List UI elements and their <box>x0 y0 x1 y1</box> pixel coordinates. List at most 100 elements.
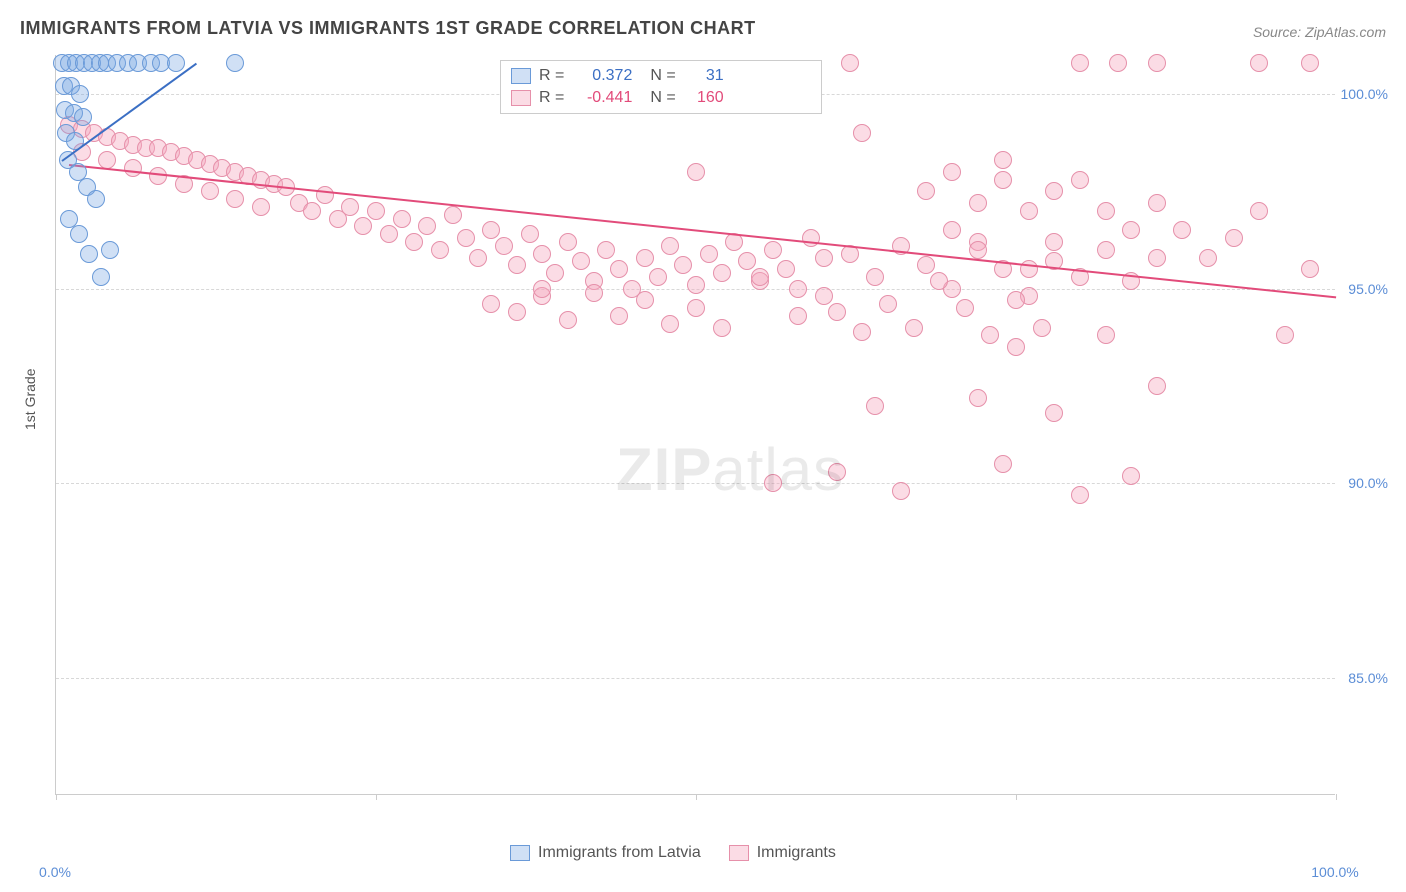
data-point <box>1276 326 1294 344</box>
data-point <box>700 245 718 263</box>
data-point <box>1045 182 1063 200</box>
data-point <box>354 217 372 235</box>
data-point <box>1225 229 1243 247</box>
data-point <box>124 159 142 177</box>
data-point <box>738 252 756 270</box>
data-point <box>508 303 526 321</box>
legend-label-latvia: Immigrants from Latvia <box>538 844 701 861</box>
data-point <box>969 389 987 407</box>
data-point <box>751 268 769 286</box>
xtick-mark <box>696 794 697 800</box>
data-point <box>777 260 795 278</box>
data-point <box>1007 291 1025 309</box>
data-point <box>226 54 244 72</box>
data-point <box>559 233 577 251</box>
data-point <box>226 190 244 208</box>
data-point <box>994 455 1012 473</box>
data-point <box>1071 171 1089 189</box>
legend-item-latvia: Immigrants from Latvia <box>510 844 701 862</box>
data-point <box>70 225 88 243</box>
data-point <box>405 233 423 251</box>
plot-area: ZIPatlas <box>55 55 1335 795</box>
data-point <box>956 299 974 317</box>
data-point <box>674 256 692 274</box>
data-point <box>1097 326 1115 344</box>
watermark: ZIPatlas <box>616 435 844 504</box>
data-point <box>393 210 411 228</box>
data-point <box>80 245 98 263</box>
data-point <box>444 206 462 224</box>
stat-n-value: 31 <box>684 67 724 85</box>
data-point <box>1301 260 1319 278</box>
data-point <box>1071 54 1089 72</box>
data-point <box>687 276 705 294</box>
data-point <box>201 182 219 200</box>
data-point <box>1097 202 1115 220</box>
data-point <box>1045 233 1063 251</box>
data-point <box>661 237 679 255</box>
data-point <box>1250 54 1268 72</box>
data-point <box>713 264 731 282</box>
data-point <box>1301 54 1319 72</box>
data-point <box>930 272 948 290</box>
data-point <box>303 202 321 220</box>
data-point <box>1097 241 1115 259</box>
data-point <box>1122 467 1140 485</box>
data-point <box>559 311 577 329</box>
xtick-mark <box>1016 794 1017 800</box>
data-point <box>1199 249 1217 267</box>
ytick-label: 100.0% <box>1341 86 1388 102</box>
data-point <box>1071 486 1089 504</box>
data-point <box>917 256 935 274</box>
data-point <box>879 295 897 313</box>
data-point <box>533 245 551 263</box>
data-point <box>101 241 119 259</box>
stat-r-label: R = <box>539 89 564 107</box>
data-point <box>546 264 564 282</box>
data-point <box>418 217 436 235</box>
data-point <box>1045 404 1063 422</box>
correlation-legend-row: R =0.372N =31 <box>501 65 821 87</box>
data-point <box>853 323 871 341</box>
data-point <box>92 268 110 286</box>
data-point <box>687 163 705 181</box>
swatch-icon <box>511 90 531 106</box>
data-point <box>994 151 1012 169</box>
data-point <box>636 291 654 309</box>
gridline <box>56 678 1335 679</box>
watermark-zip: ZIP <box>616 436 712 503</box>
data-point <box>853 124 871 142</box>
data-point <box>802 229 820 247</box>
data-point <box>508 256 526 274</box>
data-point <box>1033 319 1051 337</box>
data-point <box>943 163 961 181</box>
data-point <box>1109 54 1127 72</box>
data-point <box>597 241 615 259</box>
data-point <box>649 268 667 286</box>
xtick-mark <box>56 794 57 800</box>
data-point <box>469 249 487 267</box>
data-point <box>841 54 859 72</box>
data-point <box>316 186 334 204</box>
swatch-blue <box>510 845 530 861</box>
data-point <box>1250 202 1268 220</box>
data-point <box>789 280 807 298</box>
data-point <box>482 295 500 313</box>
data-point <box>87 190 105 208</box>
data-point <box>1148 249 1166 267</box>
data-point <box>572 252 590 270</box>
data-point <box>380 225 398 243</box>
stat-r-value: -0.441 <box>572 89 632 107</box>
stat-n-value: 160 <box>684 89 724 107</box>
data-point <box>1148 377 1166 395</box>
swatch-pink <box>729 845 749 861</box>
legend-item-immigrants: Immigrants <box>729 844 836 862</box>
xtick-mark <box>1336 794 1337 800</box>
data-point <box>866 397 884 415</box>
y-axis-label: 1st Grade <box>22 369 38 430</box>
data-point <box>341 198 359 216</box>
data-point <box>713 319 731 337</box>
data-point <box>1148 194 1166 212</box>
ytick-label: 85.0% <box>1348 670 1388 686</box>
data-point <box>994 171 1012 189</box>
